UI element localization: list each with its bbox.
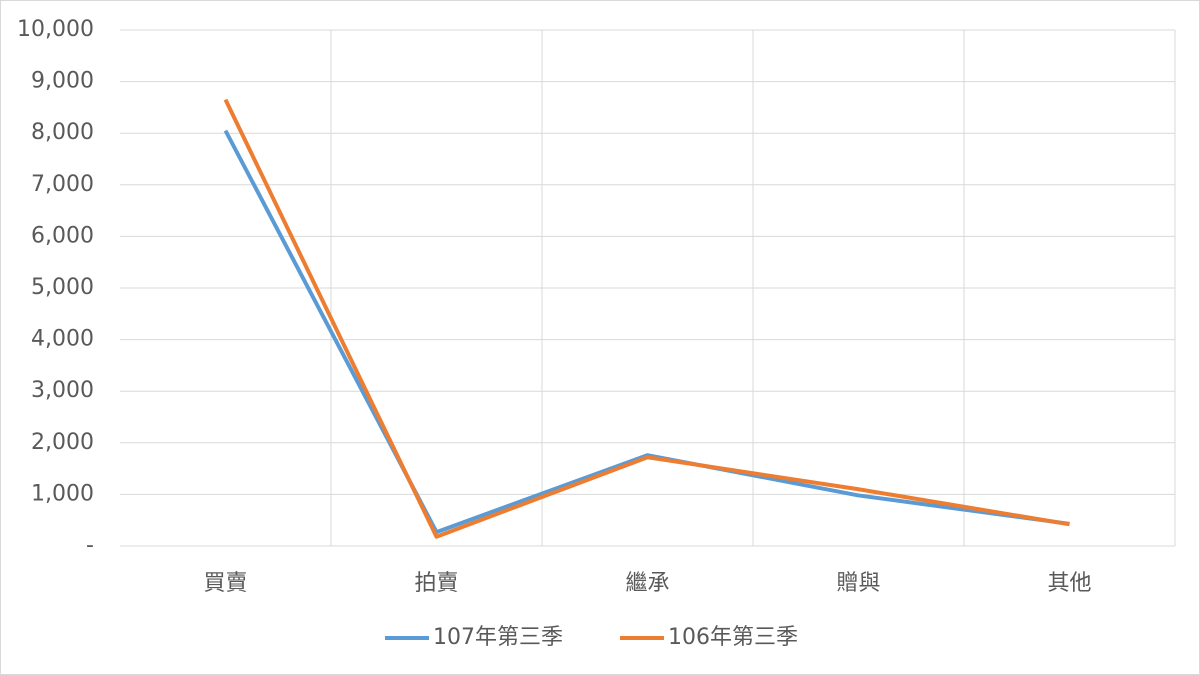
y-tick-label: 5,000 bbox=[31, 275, 94, 300]
y-tick-label: 2,000 bbox=[31, 430, 94, 455]
x-tick-label: 買賣 bbox=[203, 571, 247, 596]
y-tick-label: 7,000 bbox=[31, 172, 94, 197]
legend-label: 107年第三季 bbox=[433, 625, 563, 650]
legend-label: 106年第三季 bbox=[668, 625, 798, 650]
y-tick-label: 8,000 bbox=[31, 120, 94, 145]
y-tick-label: 9,000 bbox=[31, 69, 94, 94]
x-tick-label: 其他 bbox=[1047, 571, 1091, 596]
y-tick-label: - bbox=[86, 533, 94, 558]
y-tick-label: 6,000 bbox=[31, 223, 94, 248]
y-tick-label: 1,000 bbox=[31, 481, 94, 506]
series-line bbox=[223, 98, 1070, 539]
y-tick-label: 3,000 bbox=[31, 378, 94, 403]
x-tick-label: 拍賣 bbox=[414, 571, 458, 596]
y-tick-label: 4,000 bbox=[31, 327, 94, 352]
series-line bbox=[223, 129, 1070, 535]
x-tick-label: 贈與 bbox=[836, 571, 880, 596]
y-tick-label: 10,000 bbox=[17, 17, 94, 42]
x-tick-label: 繼承 bbox=[625, 571, 669, 596]
